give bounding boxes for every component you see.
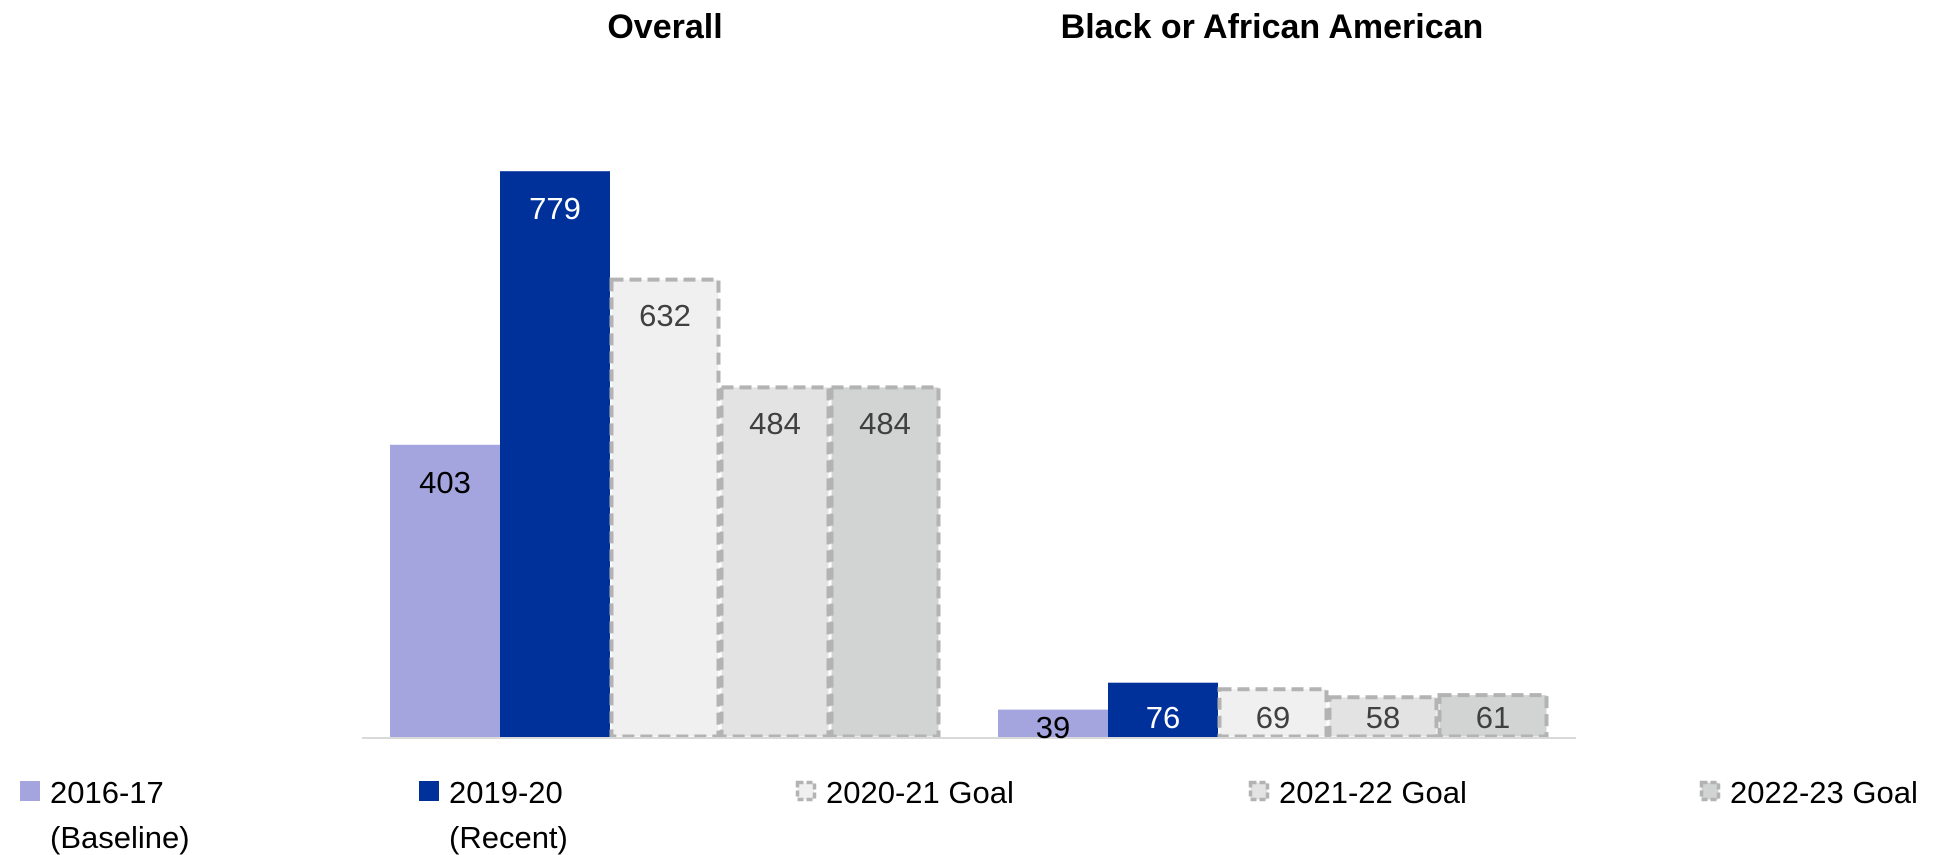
legend-swatch-2022-23-goal bbox=[1699, 780, 1721, 802]
legend-label-2021-22-goal: 2021-22 Goal bbox=[1279, 775, 1467, 810]
data-label-black-or-african-american-2022-23-goal: 61 bbox=[1476, 700, 1510, 735]
data-label-black-or-african-american-2016-17-baseline: 39 bbox=[1036, 710, 1070, 745]
legend-label-2020-21-goal: 2020-21 Goal bbox=[826, 775, 1014, 810]
data-label-overall-2021-22-goal: 484 bbox=[749, 406, 801, 441]
legend-swatch-2016-17-baseline bbox=[20, 781, 40, 801]
bars-layer bbox=[390, 171, 1549, 739]
data-label-overall-2020-21-goal: 632 bbox=[639, 298, 691, 333]
legend: 2016-17 (Baseline) 2019-20 (Recent) 2020-21 … bbox=[20, 775, 1918, 855]
legend-label-2019-20-recent-line-2: (Recent) bbox=[449, 820, 568, 855]
legend-label-2019-20-recent: 2019-20 bbox=[449, 775, 563, 810]
group-title-black-or-african-american: Black or African American bbox=[1061, 8, 1484, 46]
bar-overall-2021-22-goal bbox=[719, 385, 831, 739]
data-label-overall-2022-23-goal: 484 bbox=[859, 406, 911, 441]
legend-label-2016-17-baseline: 2016-17 bbox=[50, 775, 164, 810]
bar-black-or-african-american-2016-17-baseline bbox=[998, 709, 1108, 738]
data-labels-layer: 403 779 632 484 484 39 76 69 58 61 bbox=[419, 191, 1510, 745]
bar-black-or-african-american-2022-23-goal bbox=[1437, 693, 1549, 739]
bar-black-or-african-american-2021-22-goal bbox=[1327, 695, 1439, 739]
bar-overall-2022-23-goal bbox=[829, 385, 941, 739]
data-label-overall-2016-17-baseline: 403 bbox=[419, 465, 471, 500]
bar-overall-2019-20-recent bbox=[500, 171, 610, 739]
bar-black-or-african-american-2020-21-goal bbox=[1217, 687, 1329, 739]
bar-black-or-african-american-2019-20-recent bbox=[1108, 682, 1218, 738]
legend-swatch-2021-22-goal bbox=[1248, 780, 1270, 802]
data-label-black-or-african-american-2019-20-recent: 76 bbox=[1146, 700, 1180, 735]
group-title-overall: Overall bbox=[607, 8, 722, 46]
legend-swatch-2020-21-goal bbox=[795, 780, 817, 802]
bar-overall-2016-17-baseline bbox=[390, 444, 500, 738]
legend-label-2016-17-baseline-line-2: (Baseline) bbox=[50, 820, 190, 855]
data-label-overall-2019-20-recent: 779 bbox=[529, 191, 581, 226]
bar-overall-2020-21-goal bbox=[609, 277, 721, 739]
legend-swatch-2019-20-recent bbox=[419, 781, 439, 801]
legend-label-2022-23-goal: 2022-23 Goal bbox=[1730, 775, 1918, 810]
data-label-black-or-african-american-2021-22-goal: 58 bbox=[1366, 700, 1400, 735]
data-label-black-or-african-american-2020-21-goal: 69 bbox=[1256, 700, 1290, 735]
